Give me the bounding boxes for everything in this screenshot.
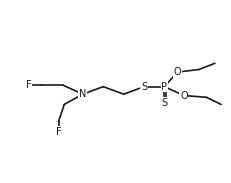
Text: S: S [161,98,167,108]
Text: N: N [79,89,86,99]
Text: P: P [161,82,167,92]
Text: O: O [173,67,181,77]
Text: F: F [26,80,31,90]
Text: S: S [141,82,147,92]
Text: O: O [180,91,188,100]
Text: F: F [56,127,61,137]
